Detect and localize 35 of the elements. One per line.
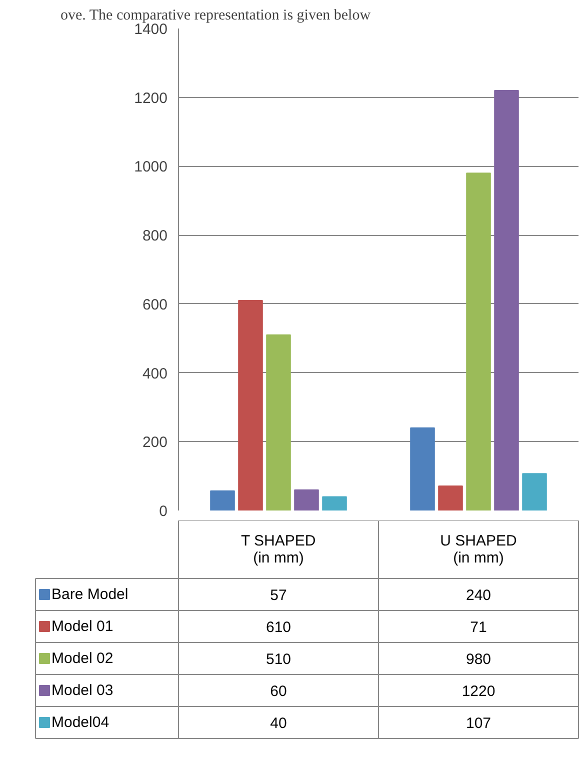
data-label: 71 [470, 619, 487, 636]
legend-label: Bare Model [52, 586, 128, 603]
data-label: 40 [270, 715, 287, 732]
y-tick-label: 200 [142, 434, 168, 452]
data-label: 610 [266, 619, 292, 636]
y-tick-label: 400 [142, 365, 168, 382]
y-tick-label: 600 [142, 296, 168, 314]
data-label: 1220 [462, 683, 496, 700]
legend-label: Model 02 [52, 650, 114, 667]
bar [294, 489, 319, 510]
legend-label: Model04 [52, 714, 110, 731]
data-label: 980 [466, 651, 492, 668]
y-tick-label: 1200 [134, 90, 168, 107]
data-label: 107 [466, 715, 492, 732]
data-label: 60 [270, 683, 287, 700]
data-label: 510 [266, 651, 292, 668]
data-label: 240 [466, 587, 492, 604]
bar [466, 172, 491, 510]
bar [210, 490, 235, 510]
bar [438, 486, 463, 510]
legend-label: Model 01 [52, 618, 114, 635]
x-tick-label: T SHAPED (in mm) [240, 532, 316, 566]
text: ove. The comparative representation is given below [60, 8, 371, 24]
bar [410, 427, 435, 510]
bar [322, 496, 347, 510]
bar [238, 300, 263, 510]
bar [494, 90, 519, 510]
x-tick-label: U SHAPED (in mm) [440, 532, 518, 566]
data-label: 57 [270, 587, 287, 604]
y-tick-label: 800 [142, 228, 168, 245]
bar [266, 334, 291, 510]
bar [522, 473, 547, 510]
y-tick-label: 0 [159, 503, 168, 520]
y-tick-label: 1000 [134, 158, 168, 176]
legend-label: Model 03 [52, 682, 114, 699]
